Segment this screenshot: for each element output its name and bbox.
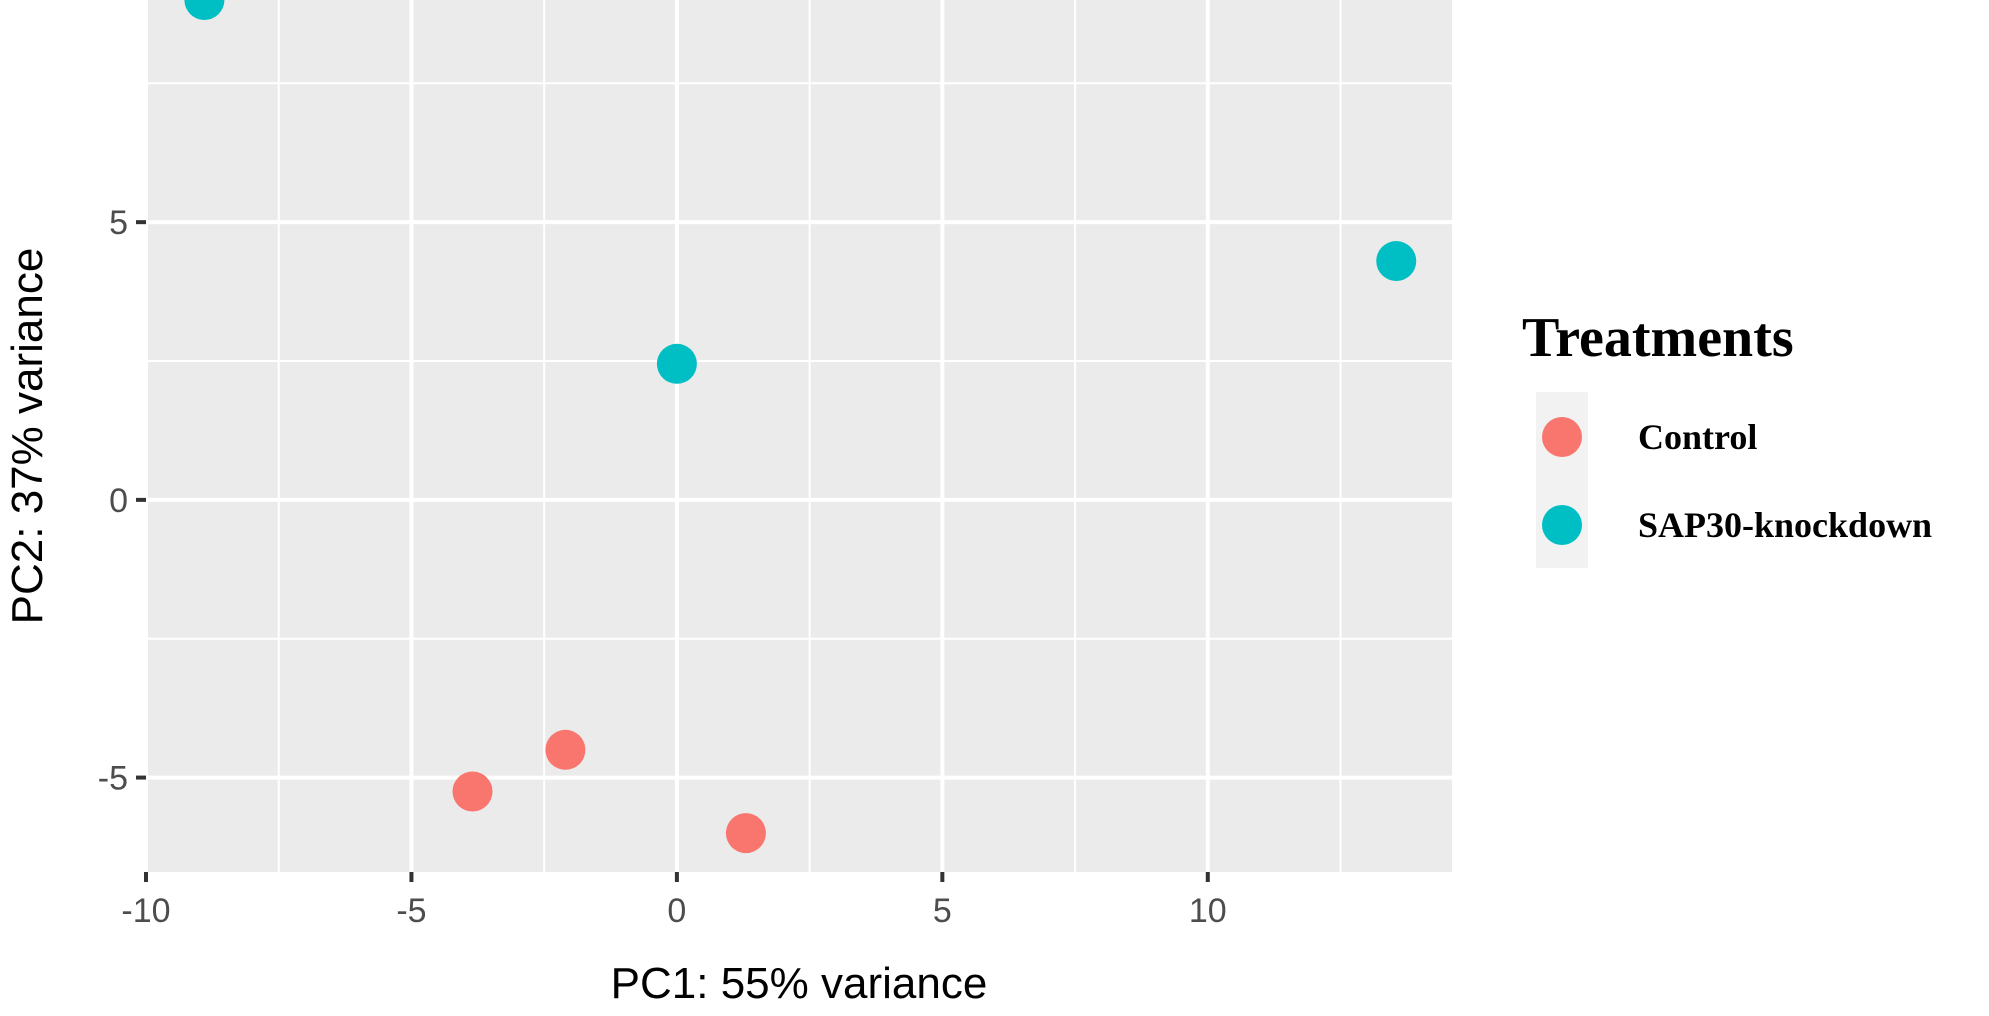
legend-items: Control SAP30-knockdown [1542,417,1932,545]
legend-label: Control [1638,417,1757,457]
plot-panel [146,0,1452,872]
legend-key [1542,505,1582,545]
x-axis: -10 -5 0 5 10 [121,872,1227,930]
x-tick-label: -10 [121,892,170,930]
x-tick-label: 0 [667,892,686,930]
y-tick-label: -5 [98,760,128,798]
data-point [452,771,493,812]
legend: Treatments Control SAP30-knockdown [1522,307,1932,568]
y-tick-label: 5 [109,204,128,242]
data-points [184,0,1417,854]
x-tick-label: 10 [1189,892,1227,930]
y-axis: -5 0 5 [98,204,146,798]
x-tick-label: 5 [933,892,952,930]
data-point [545,729,586,770]
x-tick-label: -5 [396,892,426,930]
x-axis-title: PC1: 55% variance [611,959,988,1008]
grid-minor [146,0,1452,872]
legend-label: SAP30-knockdown [1638,505,1932,545]
legend-title: Treatments [1522,307,1794,369]
y-tick-label: 0 [109,482,128,520]
legend-key [1542,417,1582,457]
data-point [1376,241,1417,282]
y-axis-title: PC2: 37% variance [3,248,52,625]
grid-major [144,0,1452,872]
data-point [656,343,697,384]
data-point [184,0,225,20]
data-point [725,813,766,854]
